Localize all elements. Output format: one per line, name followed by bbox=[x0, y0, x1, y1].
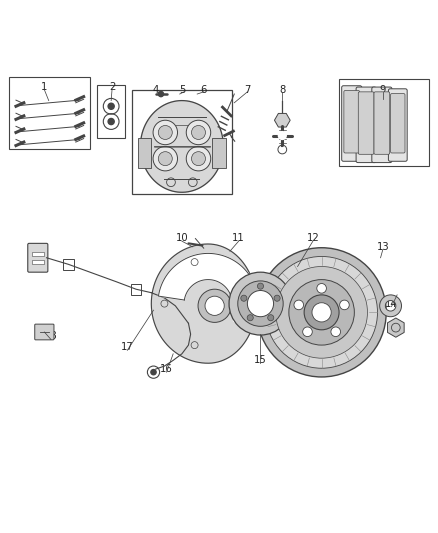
FancyBboxPatch shape bbox=[372, 87, 392, 163]
Text: 16: 16 bbox=[160, 364, 173, 374]
Text: 18: 18 bbox=[45, 332, 57, 341]
Bar bbox=[63, 259, 74, 270]
Text: 7: 7 bbox=[244, 85, 251, 95]
Polygon shape bbox=[151, 244, 256, 363]
Circle shape bbox=[303, 327, 312, 336]
Circle shape bbox=[247, 314, 253, 321]
FancyBboxPatch shape bbox=[356, 87, 376, 163]
Circle shape bbox=[186, 120, 211, 144]
Text: 15: 15 bbox=[254, 356, 267, 365]
Polygon shape bbox=[388, 318, 404, 337]
Text: 13: 13 bbox=[376, 242, 389, 252]
Circle shape bbox=[258, 283, 264, 289]
Polygon shape bbox=[141, 101, 223, 192]
Circle shape bbox=[312, 303, 331, 322]
FancyBboxPatch shape bbox=[28, 244, 48, 272]
Circle shape bbox=[158, 125, 172, 140]
Circle shape bbox=[331, 327, 340, 336]
Circle shape bbox=[158, 92, 163, 96]
FancyBboxPatch shape bbox=[389, 89, 407, 161]
Circle shape bbox=[266, 256, 378, 368]
FancyBboxPatch shape bbox=[374, 92, 390, 154]
Circle shape bbox=[191, 152, 205, 166]
FancyBboxPatch shape bbox=[344, 91, 360, 153]
Circle shape bbox=[274, 295, 280, 301]
Bar bbox=[132, 90, 232, 195]
Text: 5: 5 bbox=[179, 85, 185, 95]
Circle shape bbox=[229, 272, 292, 335]
Bar bbox=[10, 77, 90, 149]
Polygon shape bbox=[233, 273, 263, 334]
Text: 2: 2 bbox=[109, 83, 115, 93]
Circle shape bbox=[198, 289, 231, 322]
Text: 8: 8 bbox=[279, 85, 286, 95]
Bar bbox=[339, 79, 428, 166]
FancyBboxPatch shape bbox=[358, 92, 374, 154]
Circle shape bbox=[158, 152, 172, 166]
Circle shape bbox=[241, 295, 247, 301]
Bar bbox=[32, 252, 44, 256]
Circle shape bbox=[108, 103, 114, 109]
Bar bbox=[212, 138, 226, 168]
Circle shape bbox=[153, 147, 177, 171]
Text: 10: 10 bbox=[176, 233, 188, 243]
Circle shape bbox=[276, 266, 367, 358]
Text: 11: 11 bbox=[232, 233, 245, 243]
Text: 17: 17 bbox=[121, 342, 134, 352]
Circle shape bbox=[268, 314, 274, 321]
Text: 6: 6 bbox=[201, 85, 207, 95]
Circle shape bbox=[108, 118, 114, 125]
Circle shape bbox=[186, 147, 211, 171]
Text: 4: 4 bbox=[152, 85, 159, 95]
Bar bbox=[32, 260, 44, 264]
FancyBboxPatch shape bbox=[35, 324, 54, 340]
Polygon shape bbox=[159, 253, 258, 300]
Bar bbox=[97, 85, 125, 138]
FancyBboxPatch shape bbox=[391, 94, 405, 153]
Circle shape bbox=[205, 296, 224, 316]
FancyBboxPatch shape bbox=[342, 86, 362, 161]
Circle shape bbox=[153, 120, 177, 144]
Text: 9: 9 bbox=[380, 85, 386, 95]
Circle shape bbox=[279, 132, 286, 140]
Text: 1: 1 bbox=[41, 83, 48, 93]
Circle shape bbox=[191, 125, 205, 140]
Circle shape bbox=[317, 284, 326, 293]
Bar bbox=[131, 284, 141, 295]
Circle shape bbox=[289, 280, 354, 345]
Text: 12: 12 bbox=[307, 233, 319, 243]
Circle shape bbox=[247, 290, 274, 317]
Circle shape bbox=[339, 300, 349, 310]
Circle shape bbox=[304, 295, 339, 330]
Text: 14: 14 bbox=[385, 298, 398, 309]
Bar bbox=[138, 138, 151, 168]
Circle shape bbox=[238, 281, 283, 326]
Circle shape bbox=[294, 300, 304, 310]
Circle shape bbox=[257, 248, 386, 377]
Circle shape bbox=[151, 369, 156, 375]
